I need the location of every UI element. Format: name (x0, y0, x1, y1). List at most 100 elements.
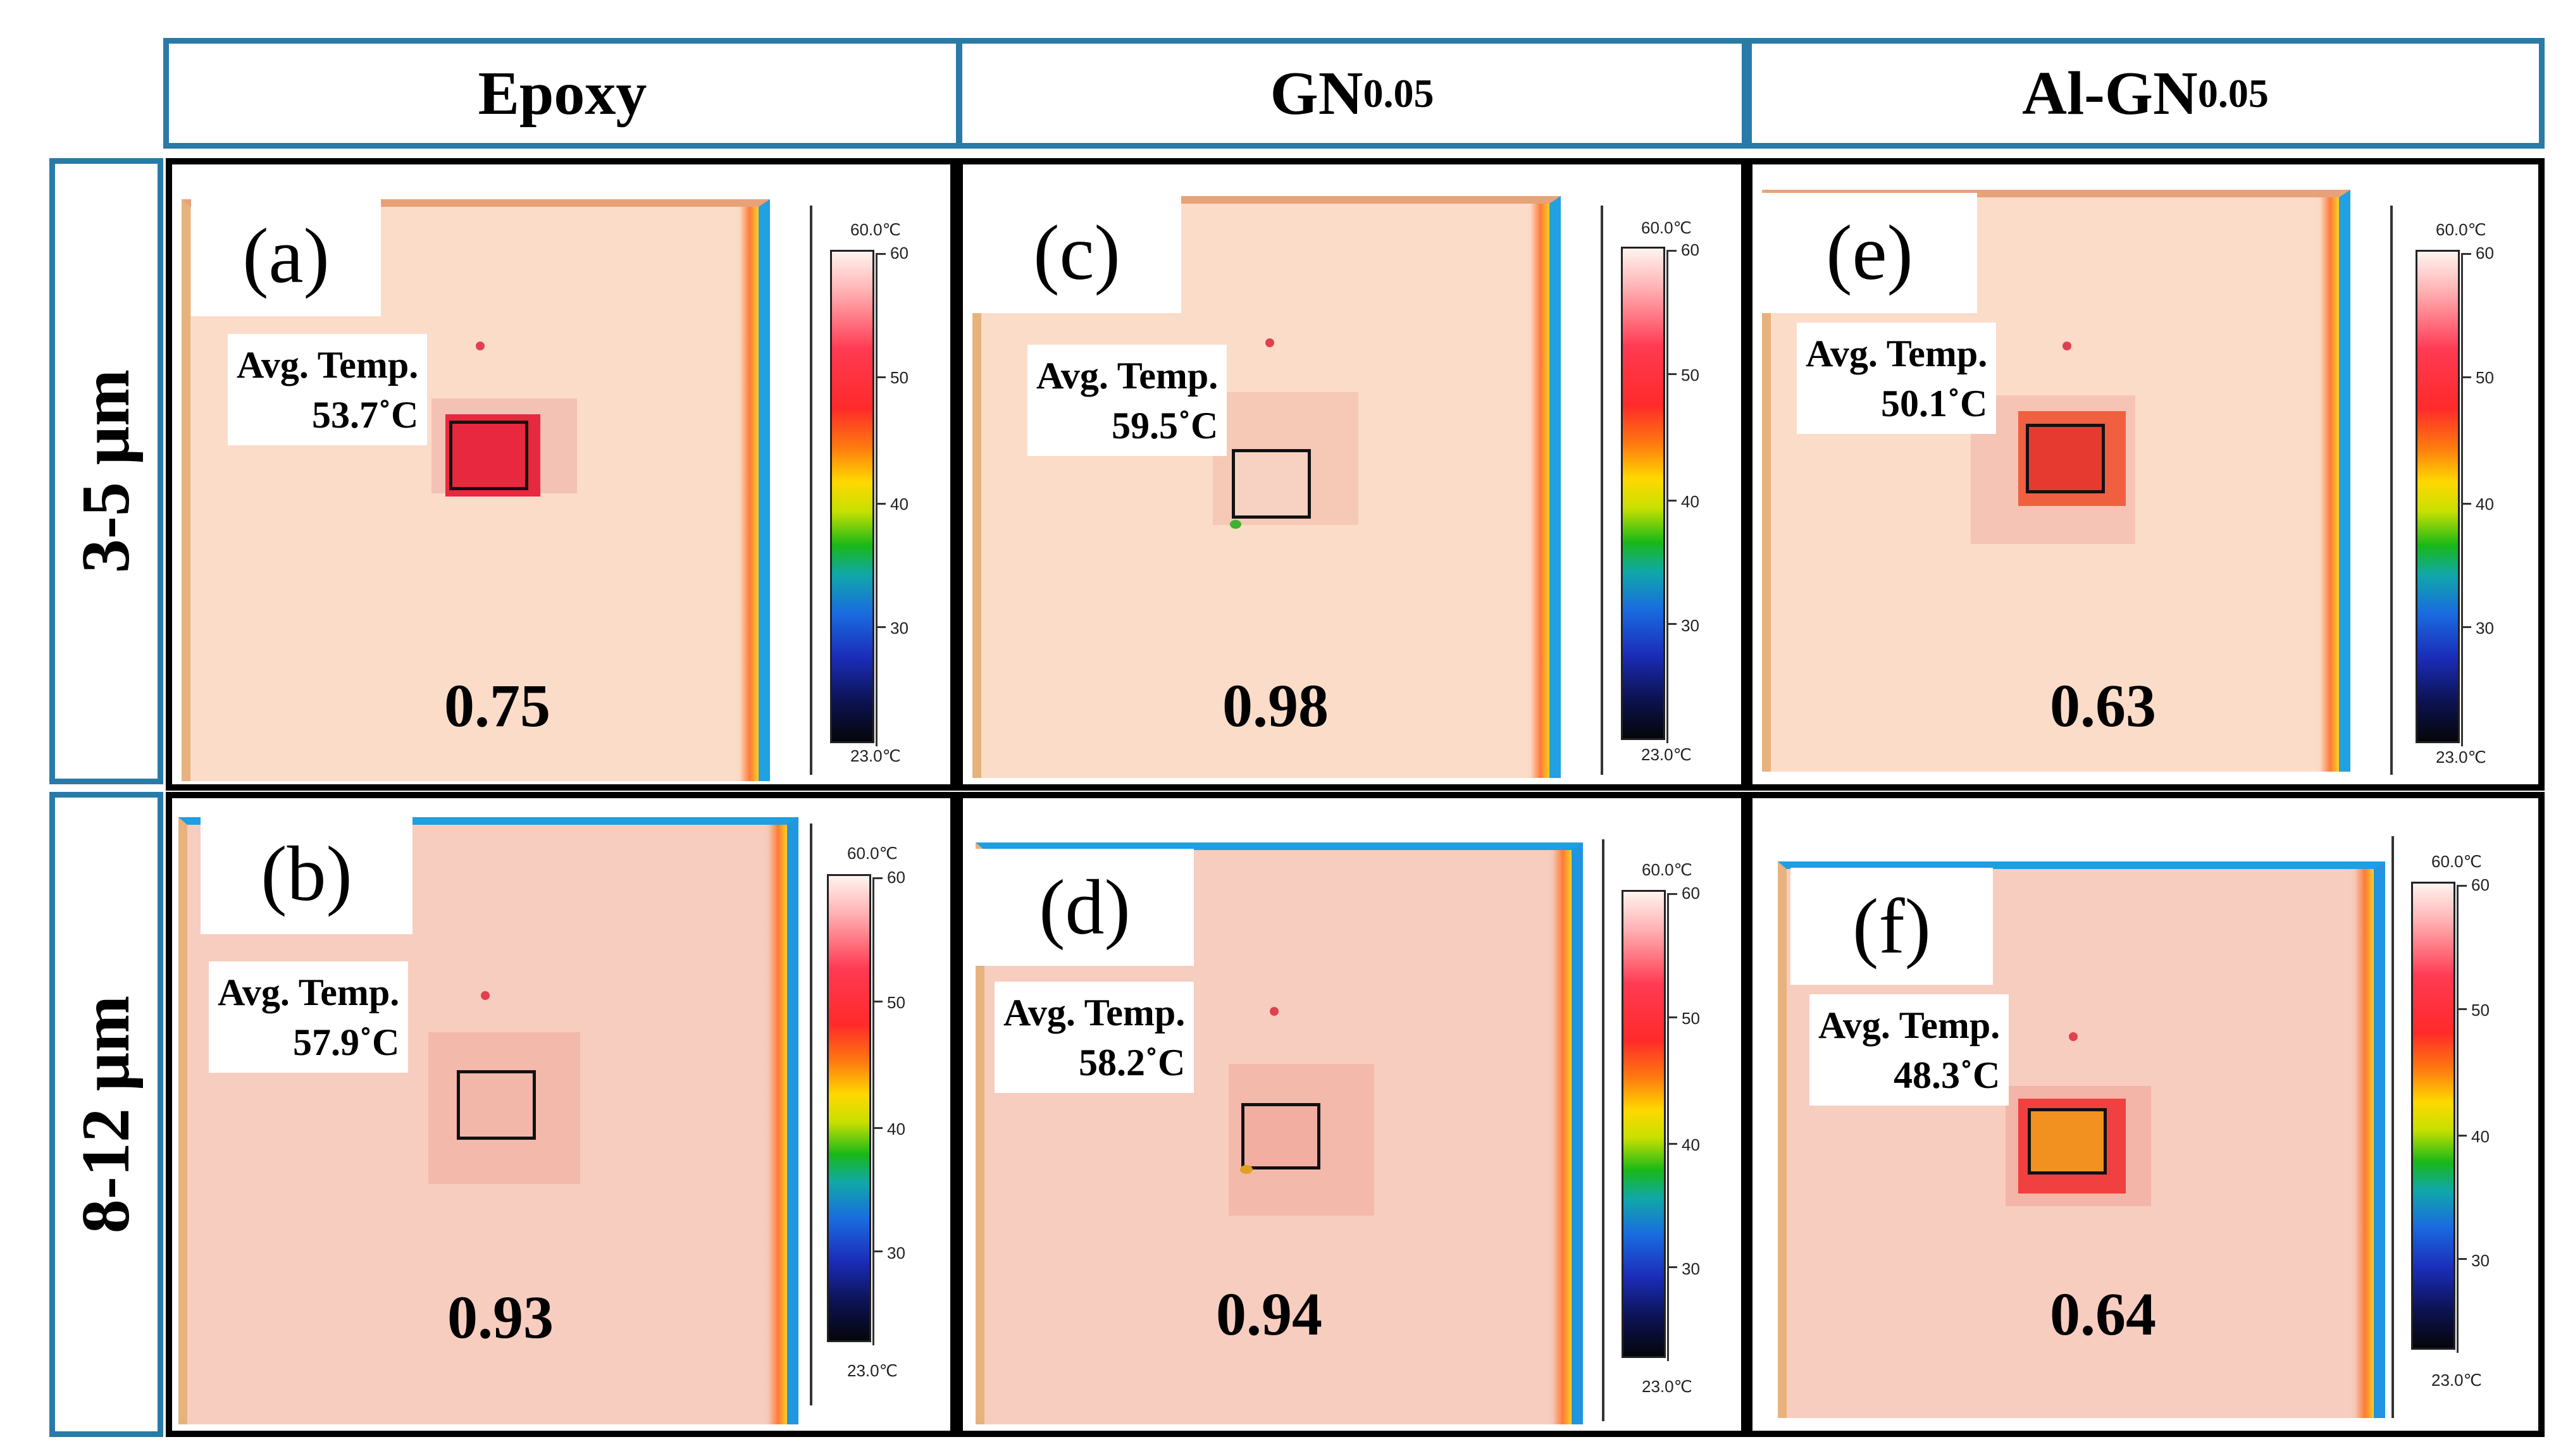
scale-max-label: 60.0℃ (2431, 852, 2482, 871)
row-label-text: 8-12 μm (68, 995, 144, 1234)
temperature-scale-bar (2411, 882, 2455, 1350)
hot-dot (1270, 1007, 1279, 1016)
avg-temp-label: Avg. Temp. (218, 972, 400, 1013)
panel-label: (f) (1790, 868, 1993, 985)
measurement-box (2026, 424, 2105, 493)
scale-tick-30: 30 (2471, 1251, 2490, 1270)
measurement-box (1241, 1103, 1320, 1169)
scale-max-label: 60.0℃ (2436, 220, 2486, 239)
emissivity-value: 0.93 (447, 1283, 554, 1351)
emissivity-value: 0.98 (1222, 672, 1329, 739)
scale-tick-60: 60 (1682, 884, 1700, 903)
temperature-scale-bar (830, 250, 874, 743)
measurement-box (449, 421, 528, 490)
scale-tick-60: 60 (2476, 244, 2494, 262)
scale-tick-30: 30 (2476, 619, 2494, 638)
column-header-gn: GN 0.05 (957, 38, 1747, 149)
scale-tick-30: 30 (887, 1243, 905, 1262)
row-label-8-12um: 8-12 μm (49, 792, 163, 1437)
panel-label: (b) (201, 814, 412, 934)
hot-dot (2062, 342, 2071, 350)
scale-max-label: 60.0℃ (1642, 860, 1692, 879)
scale-ticks (876, 253, 888, 746)
emissivity-value: 0.64 (2050, 1280, 2156, 1348)
avg-temp-box: Avg. Temp. 53.7˚C (228, 334, 428, 446)
emissivity-value: 0.75 (444, 672, 550, 739)
hot-dot (476, 342, 485, 350)
avg-temp-box: Avg. Temp. 50.1˚C (1797, 323, 1997, 435)
scale-tick-50: 50 (2476, 368, 2494, 387)
column-header-subscript: 0.05 (1363, 70, 1434, 116)
hot-dot (2069, 1032, 2078, 1041)
scale-divider (1601, 206, 1603, 775)
hot-spot (445, 414, 540, 497)
measurement-box (2028, 1108, 2107, 1175)
panel-f: (f) Avg. Temp. 48.3˚C 0.64 60.0℃ 60 50 4… (1746, 792, 2545, 1437)
panel-b: (b) Avg. Temp. 57.9˚C 0.93 60.0℃ 60 50 4… (166, 792, 957, 1437)
row-label-text: 3-5 μm (68, 369, 144, 574)
scale-max-label: 60.0℃ (1641, 218, 1692, 237)
scale-tick-30: 30 (890, 619, 909, 638)
avg-temp-label: Avg. Temp. (1036, 355, 1219, 397)
column-header-subscript: 0.05 (2197, 70, 2269, 116)
scale-tick-50: 50 (2471, 1001, 2490, 1020)
panel-label: (c) (972, 193, 1181, 313)
emissivity-value: 0.63 (2050, 672, 2156, 739)
scale-divider (2390, 206, 2393, 775)
scale-divider (2391, 836, 2394, 1418)
scale-ticks (2461, 253, 2473, 746)
avg-temp-value: 50.1˚C (1880, 383, 1988, 425)
avg-temp-value: 53.7˚C (311, 394, 419, 436)
temperature-scale-bar (1622, 890, 1666, 1358)
panel-a: (a) Avg. Temp. 53.7˚C 0.75 60.0℃ 60 50 4… (166, 158, 957, 791)
scale-min-label: 23.0℃ (2431, 1371, 2482, 1390)
scale-tick-60: 60 (1681, 240, 1699, 259)
temperature-scale-bar (1621, 247, 1665, 740)
column-header-label: GN (1270, 59, 1363, 128)
panel-label: (e) (1762, 193, 1977, 313)
scale-max-label: 60.0℃ (850, 220, 901, 239)
avg-temp-label: Avg. Temp. (237, 344, 419, 386)
measurement-box (1232, 449, 1311, 519)
panel-c: (c) Avg. Temp. 59.5˚C 0.98 60.0℃ 60 50 4… (957, 158, 1747, 791)
hot-dot (481, 991, 490, 1000)
scale-tick-50: 50 (1681, 366, 1699, 385)
avg-temp-box: Avg. Temp. 59.5˚C (1027, 345, 1227, 457)
scale-min-label: 23.0℃ (2436, 748, 2486, 767)
scale-ticks (2457, 885, 2469, 1353)
scale-tick-40: 40 (890, 495, 909, 514)
column-header-epoxy: Epoxy (163, 38, 962, 149)
scale-tick-40: 40 (887, 1120, 905, 1138)
avg-temp-label: Avg. Temp. (1818, 1004, 2000, 1046)
panel-label: (a) (191, 196, 381, 316)
scale-ticks (872, 877, 884, 1345)
scale-tick-50: 50 (1682, 1009, 1700, 1028)
column-header-label: Al-GN (2022, 59, 2198, 128)
scale-tick-30: 30 (1682, 1259, 1700, 1278)
scale-ticks (1666, 250, 1678, 743)
scale-min-label: 23.0℃ (847, 1361, 898, 1380)
scale-divider (810, 206, 812, 775)
temperature-scale-bar (827, 874, 871, 1342)
scale-tick-40: 40 (2476, 495, 2494, 514)
scale-min-label: 23.0℃ (1641, 745, 1692, 764)
avg-temp-box: Avg. Temp. 58.2˚C (995, 982, 1194, 1094)
avg-temp-label: Avg. Temp. (1806, 333, 1988, 374)
avg-temp-value: 59.5˚C (1111, 405, 1219, 447)
scale-tick-60: 60 (890, 244, 909, 262)
scale-min-label: 23.0℃ (850, 746, 901, 765)
scale-tick-40: 40 (1681, 492, 1699, 511)
scale-tick-30: 30 (1681, 616, 1699, 635)
column-header-al-gn: Al-GN 0.05 (1746, 38, 2545, 149)
hot-dot (1265, 338, 1274, 347)
avg-temp-box: Avg. Temp. 48.3˚C (1809, 994, 2009, 1106)
panel-label: (d) (976, 849, 1194, 966)
row-label-3-5um: 3-5 μm (49, 158, 163, 784)
avg-temp-value: 58.2˚C (1078, 1042, 1186, 1084)
edge-marker (1230, 520, 1241, 529)
avg-temp-box: Avg. Temp. 57.9˚C (209, 961, 409, 1073)
avg-temp-value: 48.3˚C (1893, 1054, 2000, 1097)
panel-e: (e) Avg. Temp. 50.1˚C 0.63 60.0℃ 60 50 4… (1746, 158, 2545, 791)
scale-tick-50: 50 (887, 993, 905, 1012)
scale-tick-40: 40 (1682, 1135, 1700, 1154)
